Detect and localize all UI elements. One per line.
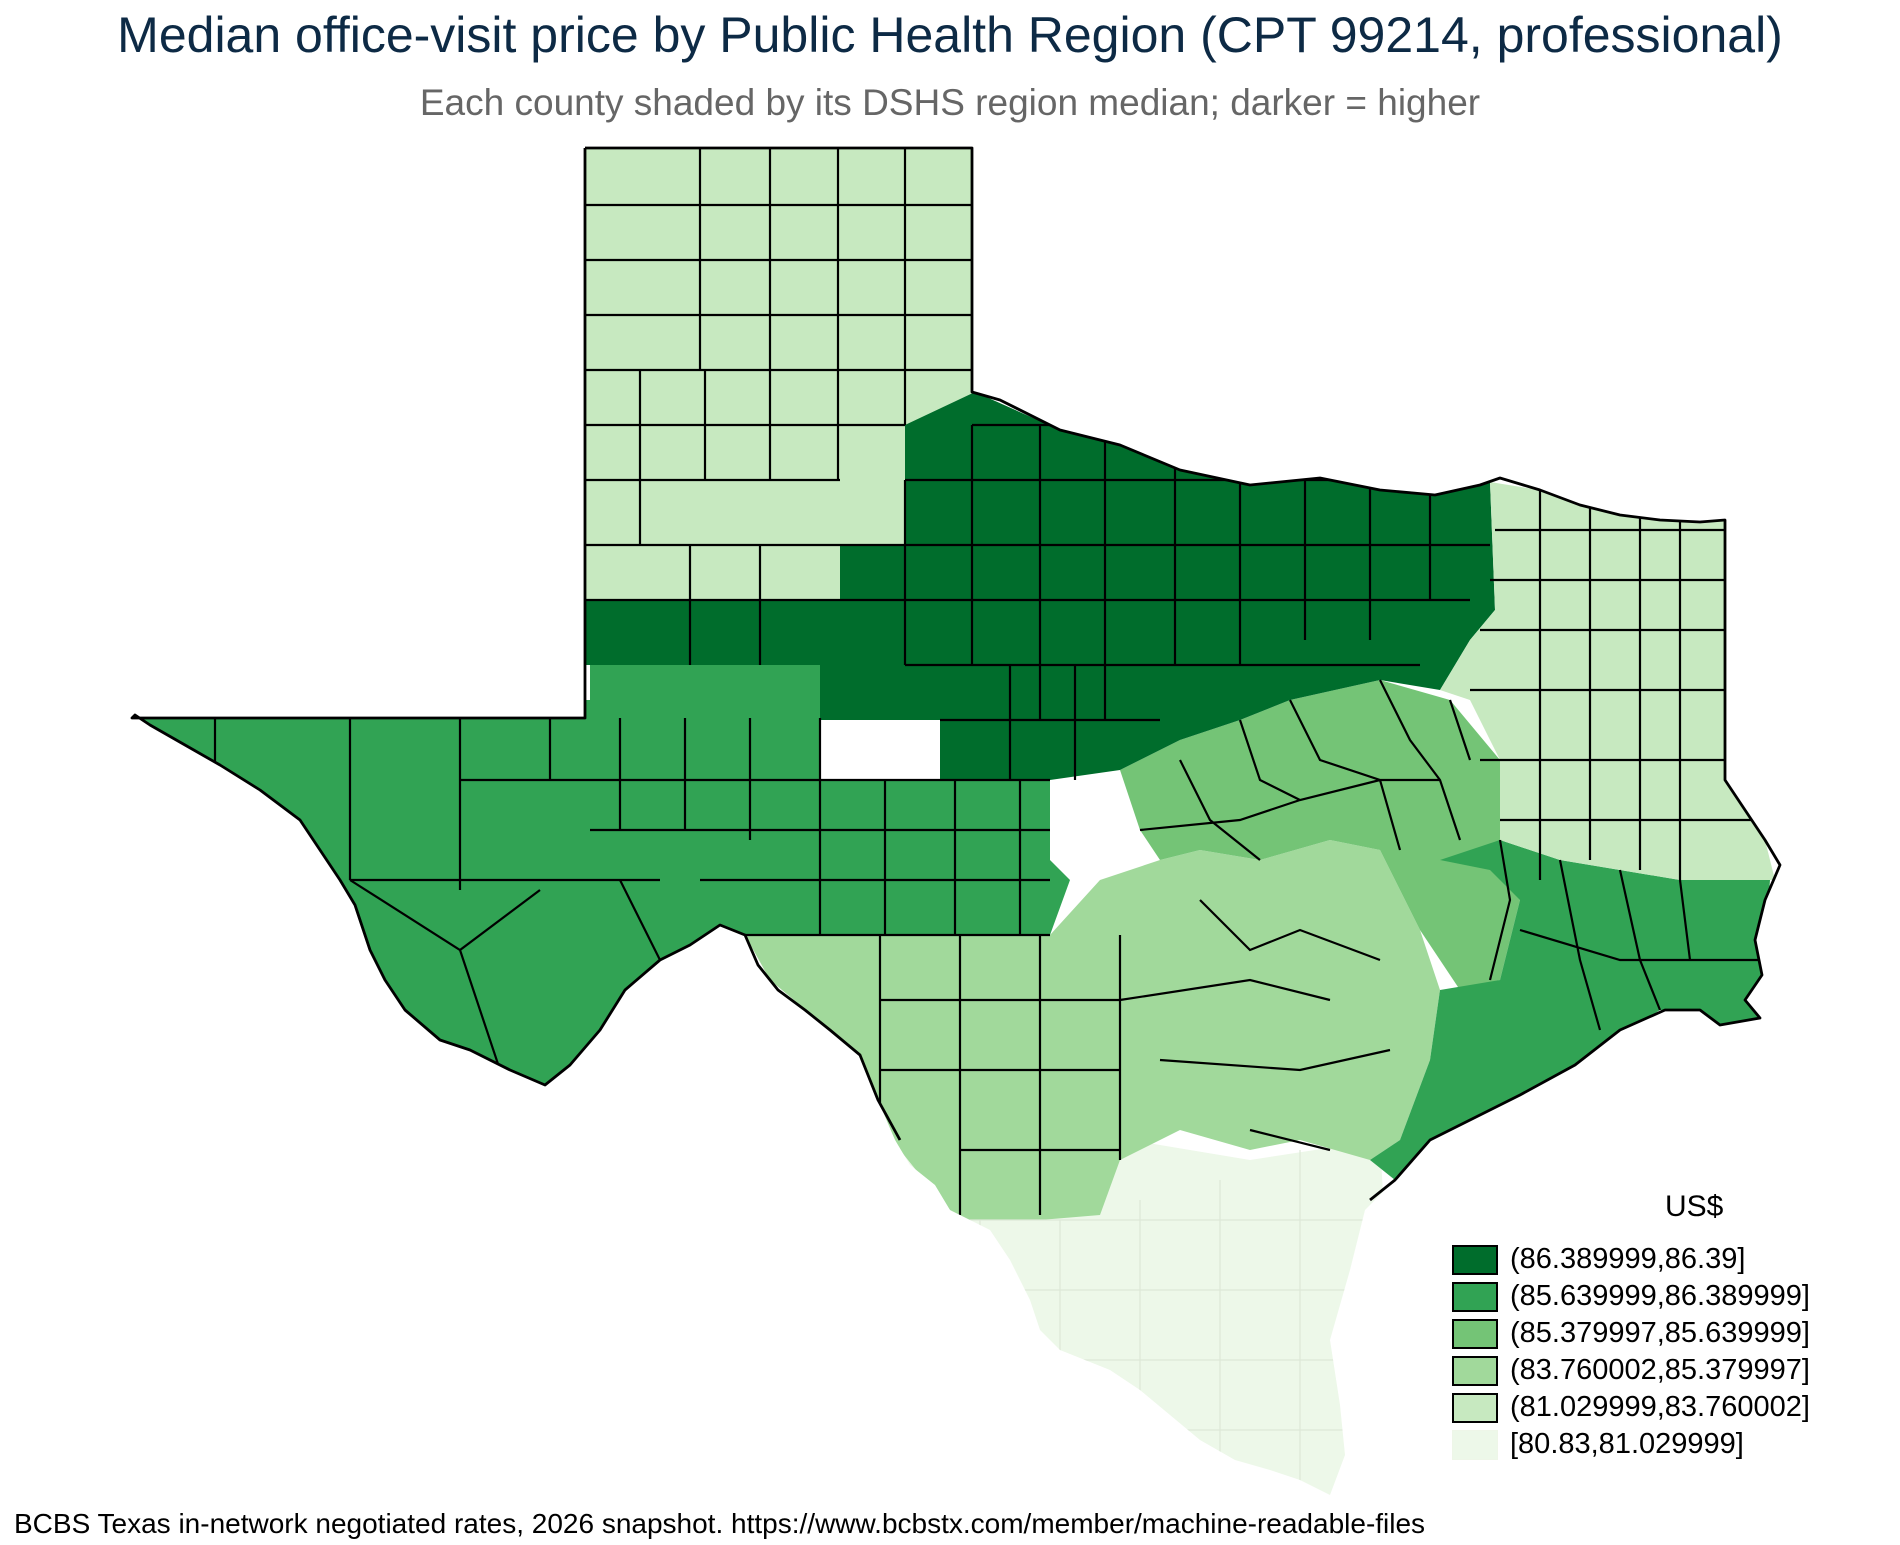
legend-label: (83.760002,85.379997] xyxy=(1510,1354,1810,1386)
legend-label: [80.83,81.029999] xyxy=(1510,1428,1744,1460)
texas-choropleth-map xyxy=(130,146,1782,1495)
legend-label: (86.389999,86.39] xyxy=(1510,1243,1746,1275)
legend-label: (85.379997,85.639999] xyxy=(1510,1317,1810,1349)
legend-swatch xyxy=(1452,1430,1498,1460)
legend-label: (81.029999,83.760002] xyxy=(1510,1391,1810,1423)
map-subtitle: Each county shaded by its DSHS region me… xyxy=(419,82,1481,123)
region-east xyxy=(1440,482,1775,880)
map-title: Median office-visit price by Public Heal… xyxy=(117,7,1783,63)
legend-title: US$ xyxy=(1665,1190,1724,1223)
legend-swatch xyxy=(1452,1245,1498,1275)
legend-swatch xyxy=(1452,1393,1498,1423)
legend-swatch xyxy=(1452,1319,1498,1349)
texas-outline xyxy=(130,146,1782,1202)
region-west xyxy=(132,665,1070,1085)
county-lines xyxy=(213,148,1765,1215)
legend-label: (85.639999,86.389999] xyxy=(1510,1280,1810,1312)
source-note: BCBS Texas in-network negotiated rates, … xyxy=(14,1508,1426,1539)
region-southeast xyxy=(1370,840,1770,1180)
legend-swatch xyxy=(1452,1356,1498,1386)
region-central-east xyxy=(1120,680,1520,990)
legend-swatch xyxy=(1452,1282,1498,1312)
